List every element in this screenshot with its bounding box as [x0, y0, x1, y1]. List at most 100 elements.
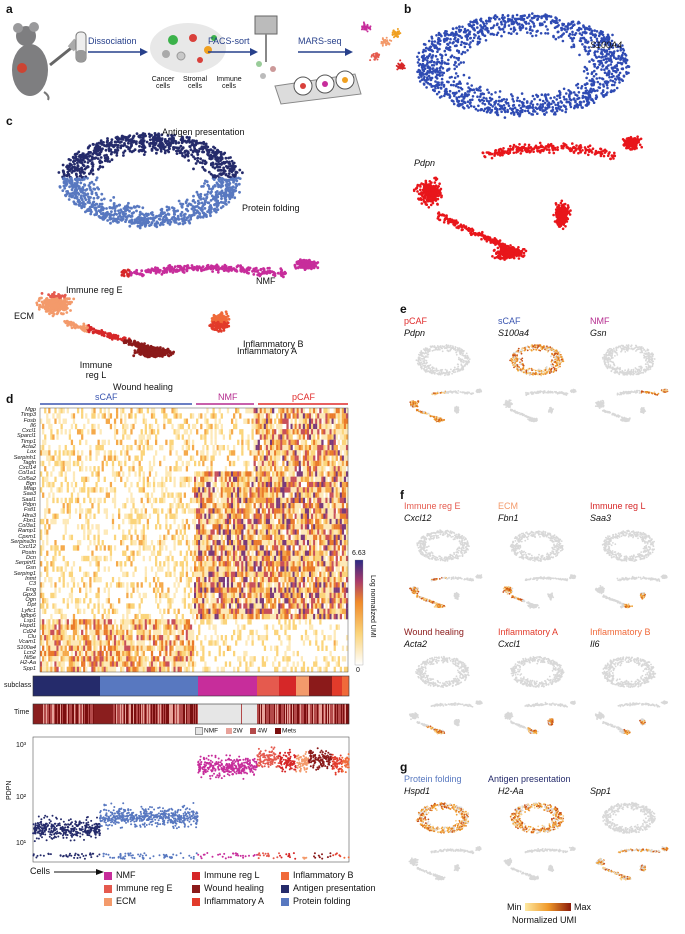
umap-point	[596, 50, 599, 53]
umap-point	[177, 222, 181, 226]
thumb-point	[381, 37, 384, 40]
umap-point	[523, 148, 527, 151]
umap-point	[593, 53, 597, 57]
umap-point	[135, 220, 139, 224]
umap-point	[489, 103, 493, 107]
umap-point	[517, 246, 520, 249]
umap-point	[574, 99, 577, 103]
umap-point	[212, 163, 215, 166]
umap-point	[468, 45, 472, 49]
umap-point	[485, 106, 489, 110]
thumb-point	[380, 42, 383, 45]
umap-point	[494, 91, 497, 94]
umap-point	[517, 257, 521, 260]
umap-point	[89, 151, 92, 154]
umap-point	[130, 150, 134, 154]
umap-point	[464, 34, 467, 38]
umap-point	[632, 137, 636, 140]
umap-point	[101, 212, 105, 215]
umap-point	[549, 20, 553, 24]
umap-point	[168, 223, 172, 226]
umap-point	[456, 74, 460, 78]
umap-point	[85, 188, 89, 191]
umap-point	[507, 248, 511, 252]
cancer-cells-label: Cancer cells	[148, 76, 178, 90]
umap-point	[481, 151, 485, 154]
umap-point	[522, 97, 526, 101]
umap-point	[454, 60, 457, 64]
umap-point	[106, 137, 109, 140]
umap-point	[62, 176, 66, 180]
umap-point	[458, 30, 461, 33]
immune-cells-label: Immune cells	[214, 76, 244, 90]
umap-point	[517, 250, 521, 253]
umap-point	[435, 77, 439, 80]
umap-point	[133, 351, 137, 355]
umap-point	[480, 25, 483, 29]
umap-point	[612, 69, 615, 73]
umap-point	[185, 140, 189, 144]
umap-point	[544, 32, 547, 35]
umap-point	[209, 163, 213, 167]
umap-point	[556, 148, 559, 152]
umap-point	[424, 185, 427, 189]
umap-point	[96, 186, 99, 189]
umap-point	[485, 151, 489, 154]
umap-point	[556, 205, 559, 209]
umap-point	[93, 157, 97, 160]
umap-point	[562, 22, 566, 26]
umap-point	[69, 168, 73, 171]
umap-point	[180, 136, 184, 140]
umap-point	[495, 15, 499, 19]
umap-point	[528, 111, 531, 115]
umap-point	[466, 104, 469, 107]
umap-point	[214, 175, 218, 178]
umap-point	[430, 37, 434, 40]
umap-point	[461, 25, 464, 29]
umap-point	[152, 136, 155, 139]
umap-point	[519, 152, 523, 155]
umap-point	[437, 83, 441, 87]
umap-point	[82, 200, 85, 204]
umap-point	[496, 31, 500, 35]
umap-point	[230, 159, 234, 163]
umap-point	[112, 202, 116, 205]
umap-point	[180, 217, 184, 221]
umap-point	[455, 65, 458, 68]
umap-point	[168, 147, 171, 151]
umap-point	[427, 47, 430, 51]
umap-point	[200, 201, 204, 205]
umap-point	[171, 139, 175, 143]
umap-point	[98, 165, 102, 169]
umap-point	[500, 34, 503, 38]
umap-point	[91, 163, 95, 166]
mars-seq-label: MARS-seq	[298, 36, 342, 46]
umap-point	[488, 236, 492, 239]
umap-point	[86, 146, 90, 150]
umap-point	[500, 110, 503, 113]
umap-point	[471, 95, 475, 98]
umap-point	[205, 180, 209, 184]
umap-point	[145, 140, 149, 144]
umap-point	[421, 59, 425, 62]
umap-point	[501, 13, 505, 17]
umap-point	[489, 111, 492, 114]
umap-point	[77, 192, 80, 195]
umap-point	[432, 188, 435, 192]
umap-point	[557, 101, 560, 105]
umap-point	[106, 210, 109, 214]
umap-point	[463, 51, 467, 54]
umap-point	[502, 104, 506, 107]
umap-point	[77, 159, 80, 163]
umap-point	[553, 26, 557, 30]
umap-point	[587, 153, 590, 157]
umap-point	[455, 33, 459, 36]
umap-point	[576, 86, 580, 90]
umap-point	[442, 38, 446, 42]
panel-a-label: a	[6, 2, 13, 16]
umap-point	[446, 37, 449, 40]
umap-point	[141, 134, 145, 137]
umap-point	[428, 83, 432, 86]
thumb-point	[365, 25, 368, 28]
umap-point	[147, 217, 150, 220]
